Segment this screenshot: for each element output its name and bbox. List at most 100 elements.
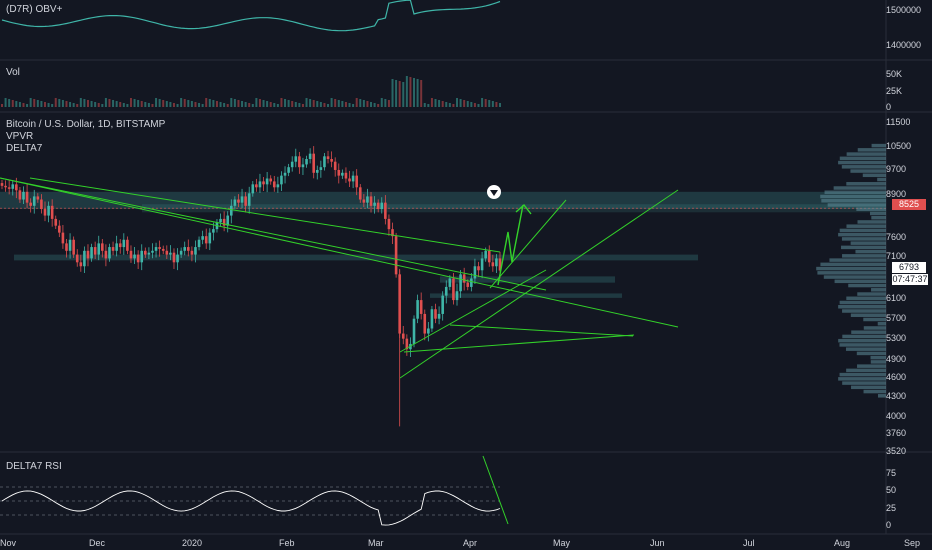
- volume-bar: [183, 99, 186, 107]
- volume-bar: [276, 104, 279, 107]
- candle-body: [72, 239, 75, 255]
- volume-bar: [237, 100, 240, 107]
- candle-body: [419, 300, 423, 314]
- candle-body: [416, 300, 419, 319]
- volume-bar: [409, 77, 412, 107]
- candle-body: [283, 172, 287, 176]
- volume-profile-bar: [863, 326, 886, 330]
- indicator-vpvr: VPVR: [6, 131, 34, 142]
- volume-bar: [280, 98, 283, 107]
- candle-body: [118, 243, 122, 248]
- candle-body: [90, 247, 93, 259]
- volume-bar: [108, 99, 111, 107]
- candle-body: [484, 250, 487, 259]
- volume-bar: [251, 104, 254, 107]
- main-title: Bitcoin / U.S. Dollar, 1D, BITSTAMP: [6, 119, 166, 130]
- obv-tick-1500000: 1500000: [886, 5, 922, 15]
- volume-bar: [212, 100, 215, 107]
- candle-body: [276, 184, 280, 188]
- volume-bar: [484, 99, 487, 107]
- candle-body: [219, 218, 222, 223]
- volume-bar: [165, 101, 168, 107]
- candle-body: [323, 156, 326, 168]
- level-tag-8525: 8525: [892, 199, 926, 210]
- volume-bar: [323, 103, 326, 107]
- volume-bar: [391, 79, 394, 107]
- volume-bar: [445, 102, 448, 107]
- candle-body: [222, 218, 226, 226]
- volume-bar: [452, 104, 455, 107]
- candle-body: [140, 250, 144, 263]
- trend-line: [29, 177, 501, 253]
- volume-profile-bar: [862, 173, 886, 178]
- volume-profile-bar: [877, 177, 886, 182]
- volume-bar: [40, 101, 43, 107]
- volume-bar: [115, 101, 118, 107]
- volume-profile-bar: [846, 152, 886, 156]
- support-resistance-zone: [14, 254, 698, 261]
- candle-body: [208, 232, 212, 244]
- volume-bar: [69, 102, 72, 107]
- volume-profile-bar: [846, 296, 886, 301]
- volume-profile-bar: [863, 389, 886, 394]
- vol-tick-50k: 50K: [886, 69, 903, 79]
- rsi-line: [1, 490, 501, 526]
- candle-body: [255, 184, 258, 188]
- candle-body: [312, 153, 315, 173]
- price-tick: 7100: [886, 251, 907, 261]
- candle-body: [79, 262, 83, 267]
- volume-profile-bar: [846, 368, 886, 373]
- candle-body: [104, 250, 108, 259]
- candle-body: [376, 202, 380, 210]
- candle-body: [176, 254, 179, 263]
- volume-bar: [90, 101, 93, 107]
- volume-profile-bar: [871, 143, 886, 148]
- x-tick-nov: Nov: [0, 538, 17, 548]
- candle-body: [244, 196, 247, 206]
- candle-body: [305, 158, 308, 165]
- volume-profile-bar: [857, 292, 886, 296]
- candle-body: [194, 247, 197, 255]
- candle-body: [437, 313, 441, 319]
- volume-profile-bar: [838, 160, 886, 165]
- volume-bar: [190, 101, 193, 107]
- volume-bar: [463, 100, 466, 107]
- volume-bar: [473, 103, 476, 107]
- rsi-tick-75: 75: [886, 468, 897, 478]
- candle-body: [251, 184, 255, 194]
- volume-bar: [477, 104, 480, 107]
- candle-body: [15, 184, 18, 191]
- volume-bar: [162, 100, 165, 107]
- volume-bar: [58, 99, 61, 107]
- rsi-tick-0: 0: [886, 520, 892, 530]
- candle-body: [387, 218, 391, 230]
- volume-profile-bar: [863, 317, 886, 322]
- volume-profile-bar: [839, 228, 886, 233]
- volume-bar: [359, 99, 362, 107]
- rsi-tick-50: 50: [886, 485, 897, 495]
- candle-body: [25, 191, 29, 203]
- volume-bar: [223, 103, 226, 107]
- price-tick: 11500: [886, 117, 911, 127]
- price-tick: 9700: [886, 164, 907, 174]
- volume-bar: [248, 103, 251, 107]
- x-tick-feb: Feb: [279, 538, 295, 548]
- price-tick: 5700: [886, 313, 907, 323]
- volume-bar: [316, 101, 319, 107]
- candle-body: [179, 250, 183, 255]
- candle-body: [111, 247, 115, 251]
- volume-profile-bar: [833, 186, 886, 190]
- candle-body: [477, 266, 480, 271]
- volume-profile-bar: [839, 372, 886, 377]
- candle-body: [151, 250, 154, 253]
- candle-body: [183, 247, 187, 251]
- volume-bar: [94, 102, 97, 107]
- volume-profile-bar: [857, 364, 886, 368]
- volume-bar: [262, 100, 265, 107]
- volume-bar: [258, 99, 261, 107]
- volume-bar: [481, 98, 484, 107]
- volume-bar: [387, 100, 390, 107]
- candle-body: [122, 239, 126, 248]
- candle-body: [126, 239, 129, 251]
